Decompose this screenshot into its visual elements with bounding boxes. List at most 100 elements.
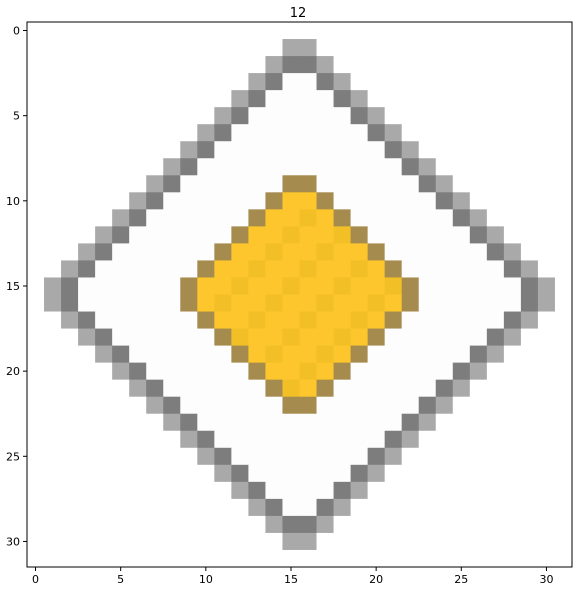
heatmap-cell <box>520 158 539 176</box>
heatmap-cell <box>520 311 539 329</box>
x-tick-label: 0 <box>32 573 39 586</box>
heatmap-cell <box>520 175 539 193</box>
heatmap-cell <box>554 192 573 210</box>
heatmap-cell <box>180 192 198 210</box>
heatmap-cell <box>180 22 198 40</box>
heatmap-cell <box>265 192 283 210</box>
heatmap-cell <box>333 447 351 466</box>
heatmap-cell <box>95 73 113 91</box>
heatmap-cell <box>27 192 45 210</box>
heatmap-cell <box>27 124 45 142</box>
heatmap-cell <box>333 22 351 40</box>
heatmap-cell <box>61 447 79 466</box>
heatmap-cell <box>265 294 283 312</box>
heatmap-cell <box>452 515 471 534</box>
heatmap-cell <box>418 226 437 244</box>
heatmap-cell <box>129 447 147 466</box>
heatmap-cell <box>146 124 164 142</box>
heatmap-cell <box>61 430 79 449</box>
heatmap-cell <box>78 498 96 517</box>
heatmap-cell <box>78 56 96 74</box>
heatmap-cell <box>435 362 454 381</box>
x-axis: 0 5 10 15 20 25 30 <box>32 567 553 586</box>
heatmap-cell <box>44 362 62 381</box>
heatmap-cell <box>486 396 505 415</box>
heatmap-cell <box>316 73 334 91</box>
heatmap-cell <box>197 311 215 329</box>
heatmap-cell <box>265 260 283 278</box>
heatmap-cell <box>418 447 437 466</box>
heatmap-cell <box>265 22 283 40</box>
heatmap-cell <box>146 532 164 551</box>
heatmap-cell <box>265 532 283 551</box>
heatmap-cell <box>214 39 232 57</box>
heatmap-cell <box>95 22 113 40</box>
heatmap-cell <box>197 430 215 449</box>
heatmap-cell <box>469 362 488 381</box>
heatmap-cell <box>95 124 113 142</box>
heatmap-cell <box>146 56 164 74</box>
heatmap-cell <box>299 328 317 346</box>
heatmap-cell <box>112 498 130 517</box>
heatmap-cell <box>418 345 437 364</box>
heatmap-cell <box>401 124 420 142</box>
heatmap-cell <box>469 498 488 517</box>
heatmap-cell <box>44 311 62 329</box>
heatmap-cell <box>452 294 471 312</box>
heatmap-cell <box>452 345 471 364</box>
heatmap-cell <box>418 396 437 415</box>
heatmap-cell <box>95 549 113 568</box>
heatmap-cell <box>299 175 317 193</box>
heatmap-cell <box>197 532 215 551</box>
heatmap-cell <box>78 124 96 142</box>
heatmap-cell <box>316 209 334 227</box>
heatmap-cell <box>367 294 386 312</box>
heatmap-cell <box>435 396 454 415</box>
heatmap-cell <box>401 56 420 74</box>
heatmap-cell <box>435 192 454 210</box>
heatmap-cell <box>214 141 232 159</box>
heatmap-cell <box>316 362 334 381</box>
heatmap-cell <box>469 311 488 329</box>
heatmap-cell <box>486 532 505 551</box>
heatmap-cell <box>486 192 505 210</box>
heatmap-cell <box>248 107 266 125</box>
heatmap-cell <box>452 379 471 398</box>
heatmap-cell <box>333 549 351 568</box>
heatmap-cell <box>537 532 556 551</box>
heatmap-cell <box>44 158 62 176</box>
heatmap-cell <box>418 464 437 483</box>
heatmap-cell <box>248 447 266 466</box>
heatmap-cell <box>129 39 147 57</box>
heatmap-cell <box>163 498 181 517</box>
heatmap-cell <box>27 73 45 91</box>
heatmap-cell <box>197 413 215 432</box>
heatmap-cell <box>180 124 198 142</box>
heatmap-cell <box>197 498 215 517</box>
heatmap-cell <box>452 56 471 74</box>
heatmap-cell <box>520 447 539 466</box>
heatmap-cell <box>554 549 573 568</box>
heatmap-cell <box>112 532 130 551</box>
heatmap-cell <box>27 107 45 125</box>
heatmap-cell <box>469 107 488 125</box>
heatmap-cell <box>180 243 198 261</box>
heatmap-cell <box>401 175 420 193</box>
heatmap-cell <box>163 73 181 91</box>
heatmap-cell <box>401 464 420 483</box>
heatmap-cell <box>27 311 45 329</box>
heatmap-cell <box>163 379 181 398</box>
heatmap-cell <box>486 549 505 568</box>
heatmap-cell <box>350 481 369 500</box>
heatmap-cell <box>282 481 300 500</box>
heatmap-cell <box>350 243 369 261</box>
heatmap-cell <box>418 192 437 210</box>
heatmap-cell <box>265 379 283 398</box>
heatmap-cell <box>452 430 471 449</box>
heatmap-cell <box>503 430 522 449</box>
heatmap-cell <box>163 39 181 57</box>
heatmap-cell <box>78 90 96 108</box>
heatmap-cell <box>27 56 45 74</box>
heatmap-cell <box>367 413 386 432</box>
heatmap-cell <box>316 481 334 500</box>
